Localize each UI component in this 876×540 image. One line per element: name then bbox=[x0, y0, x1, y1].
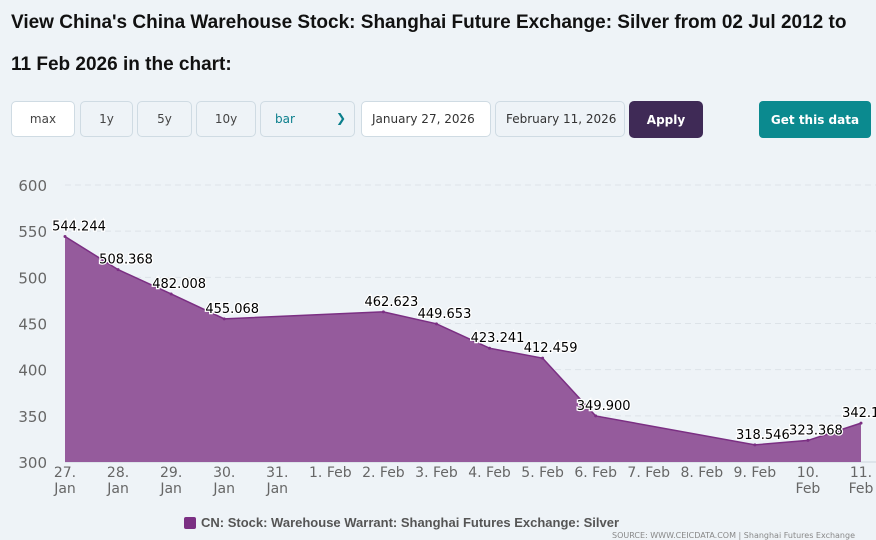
y-tick-label: 450 bbox=[18, 316, 47, 334]
x-tick-label: 3. Feb bbox=[415, 465, 458, 481]
x-tick-label: 11. Feb bbox=[849, 465, 874, 497]
series-area bbox=[65, 236, 861, 462]
series-line bbox=[64, 235, 862, 446]
y-tick-label: 300 bbox=[18, 454, 47, 472]
y-tick-label: 550 bbox=[18, 223, 47, 241]
x-tick-label: 8. Feb bbox=[680, 465, 723, 481]
data-point bbox=[116, 268, 120, 272]
data-point bbox=[488, 346, 492, 350]
data-label: 349.900 bbox=[577, 399, 631, 414]
data-label: 423.241 bbox=[471, 331, 525, 346]
x-tick-label: 7. Feb bbox=[627, 465, 670, 481]
legend-item[interactable]: CN: Stock: Warehouse Warrant: Shanghai F… bbox=[184, 515, 619, 530]
x-tick-label: 4. Feb bbox=[468, 465, 511, 481]
data-point bbox=[169, 292, 173, 296]
data-label: 323.368 bbox=[789, 423, 843, 438]
y-tick-label: 600 bbox=[18, 177, 47, 195]
data-label: 508.368 bbox=[99, 253, 153, 268]
data-point bbox=[859, 421, 863, 425]
page-title: View China's China Warehouse Stock: Shan… bbox=[11, 12, 847, 75]
x-tick-label: 1. Feb bbox=[309, 465, 352, 481]
chart-type-select[interactable]: bar ❯ bbox=[260, 101, 355, 137]
data-label: 318.546 bbox=[736, 428, 790, 443]
data-point bbox=[806, 438, 810, 442]
chevron-down-icon: ❯ bbox=[335, 111, 346, 125]
chart-type-value: bar bbox=[275, 112, 295, 126]
data-point bbox=[753, 443, 757, 447]
x-tick-label: 6. Feb bbox=[574, 465, 617, 481]
x-tick-label: 10. Feb bbox=[796, 465, 821, 497]
y-tick-label: 500 bbox=[18, 269, 47, 287]
x-tick-label: 31. Jan bbox=[265, 465, 288, 497]
data-point bbox=[381, 310, 385, 314]
data-point bbox=[63, 234, 67, 238]
x-tick-label: 29. Jan bbox=[159, 465, 182, 497]
range-max-button[interactable]: max bbox=[11, 101, 75, 137]
x-tick-label: 5. Feb bbox=[521, 465, 564, 481]
range-10y-button[interactable]: 10y bbox=[196, 101, 256, 137]
end-date-input[interactable]: February 11, 2026 bbox=[495, 101, 625, 137]
range-1y-button[interactable]: 1y bbox=[80, 101, 133, 137]
x-tick-label: 30. Jan bbox=[212, 465, 235, 497]
x-tick-label: 28. Jan bbox=[106, 465, 129, 497]
get-this-data-button[interactable]: Get this data bbox=[759, 101, 871, 138]
data-point bbox=[541, 356, 545, 360]
y-tick-label: 350 bbox=[18, 408, 47, 426]
data-label: 455.068 bbox=[205, 302, 259, 317]
range-5y-button[interactable]: 5y bbox=[137, 101, 192, 137]
data-label: 544.244 bbox=[52, 219, 106, 234]
data-point bbox=[434, 322, 438, 326]
legend-label: CN: Stock: Warehouse Warrant: Shanghai F… bbox=[201, 515, 620, 530]
start-date-input[interactable]: January 27, 2026 bbox=[361, 101, 491, 137]
data-label: 412.459 bbox=[524, 341, 578, 356]
data-point bbox=[222, 317, 226, 321]
data-label: 482.008 bbox=[152, 277, 206, 292]
data-label: 449.653 bbox=[418, 307, 472, 322]
y-tick-label: 400 bbox=[18, 362, 47, 380]
apply-button[interactable]: Apply bbox=[629, 101, 703, 138]
x-tick-label: 27. Jan bbox=[53, 465, 76, 497]
data-point bbox=[594, 414, 598, 418]
data-label: 342.102 bbox=[842, 406, 876, 421]
legend-swatch bbox=[184, 516, 196, 529]
x-tick-label: 2. Feb bbox=[362, 465, 405, 481]
data-label: 462.623 bbox=[365, 295, 419, 310]
x-tick-label: 9. Feb bbox=[734, 465, 777, 481]
